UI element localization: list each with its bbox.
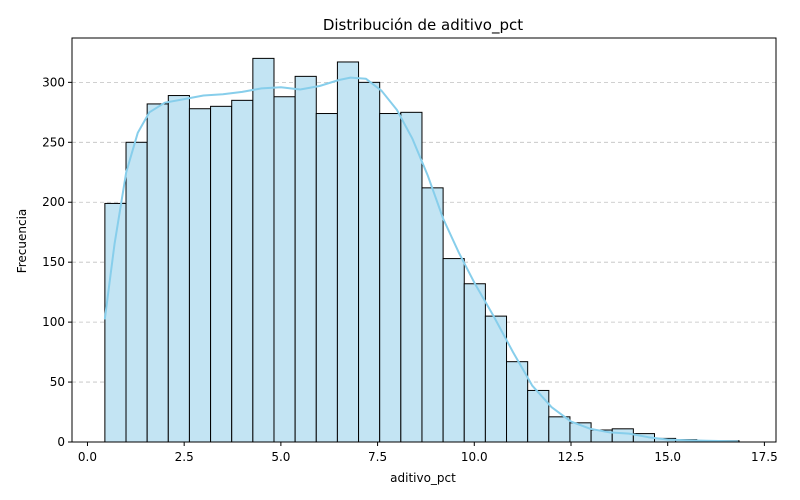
y-axis-ticks: 0 50 100 150 200 250 300	[42, 75, 72, 449]
x-tick-label-5: 12.5	[558, 450, 585, 464]
histogram-bar-8	[273, 96, 296, 443]
histogram-bar-15	[421, 187, 444, 443]
histogram-bar-17	[463, 283, 486, 443]
histogram-bar-6	[231, 99, 254, 443]
histogram-bar-7	[252, 57, 275, 443]
x-axis-label: aditivo_pct	[390, 471, 456, 485]
y-tick-label-5: 250	[42, 135, 65, 149]
histogram-bar-4	[188, 108, 212, 443]
histogram-bar-14	[400, 111, 423, 443]
histogram-bar-20	[527, 389, 550, 443]
histogram-bar-1	[125, 141, 148, 443]
y-tick-label-0: 0	[57, 435, 65, 449]
histogram-bar-9	[294, 75, 317, 443]
histogram-bar-5	[210, 105, 233, 443]
histogram-bar-21	[548, 416, 571, 443]
histogram-bar-2	[146, 103, 169, 443]
kde-layer	[103, 76, 739, 443]
histogram-bar-3	[167, 95, 190, 443]
y-tick-label-1: 50	[50, 375, 65, 389]
histogram-bar-10	[315, 113, 338, 443]
y-tick-label-2: 100	[42, 315, 65, 329]
x-tick-label-2: 5.0	[271, 450, 290, 464]
chart-title: Distribución de aditivo_pct	[323, 16, 523, 35]
histogram-bar-12	[358, 81, 381, 443]
x-tick-label-0: 0.0	[78, 450, 97, 464]
y-tick-label-6: 300	[42, 75, 65, 89]
bars-layer	[104, 57, 740, 443]
histogram-bar-24	[611, 428, 634, 443]
kde-line	[103, 76, 739, 443]
histogram-bar-16	[442, 258, 465, 443]
histogram-bar-13	[379, 113, 402, 443]
x-tick-label-7: 17.5	[751, 450, 778, 464]
y-tick-label-4: 200	[42, 195, 65, 209]
x-tick-label-3: 7.5	[368, 450, 387, 464]
x-axis-ticks: 0.0 2.5 5.0 7.5 10.0 12.5 15.0 17.5	[78, 442, 778, 464]
histogram-bar-11	[336, 61, 360, 443]
y-tick-label-3: 150	[42, 255, 65, 269]
y-axis-label: Frecuencia	[15, 209, 29, 274]
x-tick-label-6: 15.0	[654, 450, 681, 464]
plot-frame	[71, 37, 777, 443]
x-tick-label-1: 2.5	[175, 450, 194, 464]
x-tick-label-4: 10.0	[461, 450, 488, 464]
